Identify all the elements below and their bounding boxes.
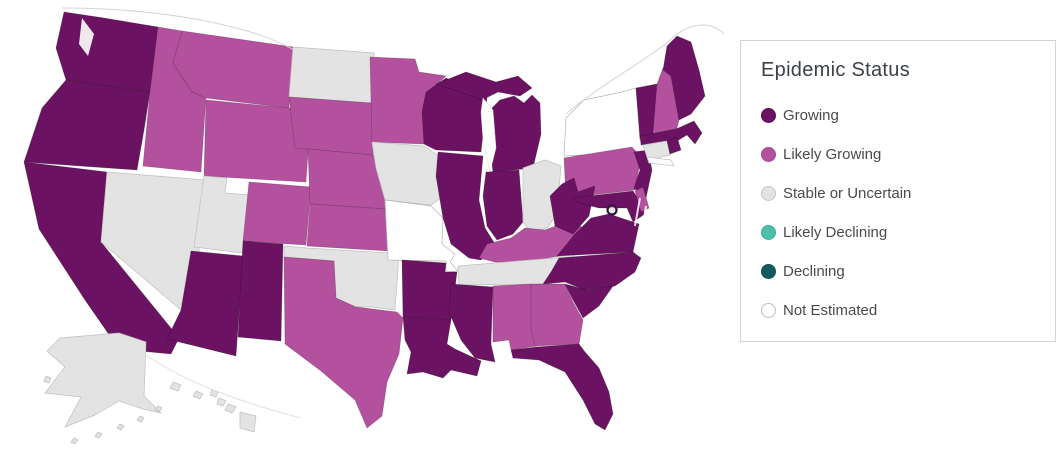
state-WA[interactable]: Washington xyxy=(55,11,159,93)
stable-swatch-icon xyxy=(761,186,776,201)
state-AK[interactable]: Alaska xyxy=(43,332,163,445)
legend-title: Epidemic Status xyxy=(761,59,911,81)
legend-item-label: Declining xyxy=(783,263,845,280)
state-IA[interactable]: Iowa xyxy=(371,141,446,206)
legend-item-label: Not Estimated xyxy=(783,302,878,319)
state-GA[interactable]: Georgia xyxy=(530,283,584,347)
declining-swatch-icon xyxy=(761,264,776,279)
legend-item-likely_growing[interactable]: Likely Growing xyxy=(759,135,1037,174)
likely_growing-swatch-icon xyxy=(761,147,776,162)
state-HI[interactable]: Hawaii xyxy=(169,381,257,433)
legend-item-not_estimated[interactable]: Not Estimated xyxy=(759,291,1037,330)
not_estimated-swatch-icon xyxy=(761,303,776,318)
legend-item-label: Likely Growing xyxy=(783,146,882,163)
legend-items: Growing Likely Growing Stable or Uncertain… xyxy=(759,96,1037,330)
lake-michigan xyxy=(480,97,497,173)
state-IN[interactable]: Indiana xyxy=(482,169,524,241)
state-SC[interactable]: South Carolina xyxy=(564,283,614,319)
legend-item-label: Likely Declining xyxy=(783,224,888,241)
legend-item-declining[interactable]: Declining xyxy=(759,252,1037,291)
state-NM[interactable]: New Mexico xyxy=(237,240,284,342)
state-LA[interactable]: Louisiana xyxy=(402,316,482,379)
state-ND[interactable]: North Dakota xyxy=(288,46,375,104)
state-OK[interactable]: Oklahoma xyxy=(283,245,400,311)
state-WV[interactable]: West Virginia xyxy=(549,177,596,235)
state-ME[interactable]: Maine xyxy=(662,35,706,121)
long-island xyxy=(646,156,675,167)
legend-item-likely_declining[interactable]: Likely Declining xyxy=(759,213,1037,252)
canada-outline-east xyxy=(565,24,725,115)
legend-item-stable[interactable]: Stable or Uncertain xyxy=(759,174,1037,213)
state-TX[interactable]: Texas xyxy=(283,256,404,429)
state-OR[interactable]: Oregon xyxy=(23,79,151,171)
growing-swatch-icon xyxy=(761,108,776,123)
state-OH[interactable]: Ohio xyxy=(522,159,562,233)
likely_declining-swatch-icon xyxy=(761,225,776,240)
state-MS[interactable]: Mississippi xyxy=(448,283,496,363)
legend-item-growing[interactable]: Growing xyxy=(759,96,1037,135)
dc-marker[interactable]: District of Columbia xyxy=(606,204,618,216)
legend-item-label: Growing xyxy=(783,107,839,124)
legend-panel: Epidemic Status Growing Likely Growing Sta… xyxy=(740,40,1056,342)
state-RI[interactable]: Rhode Island xyxy=(666,136,682,155)
state-SD[interactable]: South Dakota xyxy=(288,96,378,156)
chesapeake-bay xyxy=(634,197,647,231)
state-AL[interactable]: Alabama xyxy=(492,283,538,351)
state-AZ[interactable]: Arizona xyxy=(166,250,244,357)
state-FL[interactable]: Florida xyxy=(510,343,614,431)
legend-item-label: Stable or Uncertain xyxy=(783,185,912,202)
state-MO[interactable]: Missouri xyxy=(384,199,459,273)
mexico-outline xyxy=(141,351,301,419)
state-KS[interactable]: Kansas xyxy=(306,203,394,252)
us-map: WashingtonOregonCaliforniaNevadaIdahoMon… xyxy=(23,7,725,445)
us-map-svg: WashingtonOregonCaliforniaNevadaIdahoMon… xyxy=(23,7,725,445)
canada-outline-west xyxy=(61,7,295,51)
state-IL[interactable]: Illinois xyxy=(435,151,496,261)
state-CO[interactable]: Colorado xyxy=(242,181,312,246)
puget-sound xyxy=(79,18,94,56)
state-CT[interactable]: Connecticut xyxy=(642,140,671,161)
state-UT[interactable]: Utah xyxy=(193,175,250,254)
